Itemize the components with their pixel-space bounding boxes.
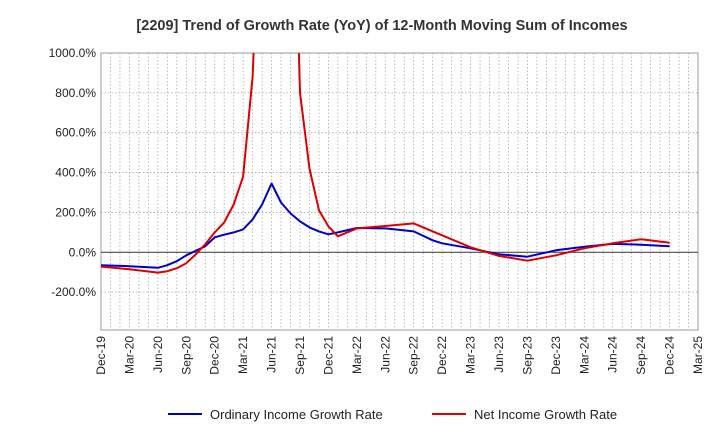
x-tick-label: Jun-21 bbox=[265, 336, 279, 373]
y-tick-label: 600.0% bbox=[55, 126, 96, 140]
x-tick-label: Sep-24 bbox=[634, 336, 648, 375]
y-tick-label: 800.0% bbox=[55, 86, 96, 100]
x-tick-label: Jun-23 bbox=[492, 336, 506, 373]
x-tick-label: Mar-21 bbox=[236, 336, 250, 374]
x-axis-ticks: Dec-19 Mar-20 Jun-20 Sep-20 Dec-20 Mar-21 Jun-… bbox=[94, 336, 705, 375]
x-tick-label: Sep-23 bbox=[520, 336, 534, 375]
series-layer bbox=[101, 53, 670, 274]
y-tick-label: 0.0% bbox=[69, 245, 97, 259]
x-tick-label: Jun-24 bbox=[606, 336, 620, 373]
chart-title: [2209] Trend of Growth Rate (YoY) of 12-… bbox=[136, 18, 627, 34]
x-tick-label: Jun-22 bbox=[378, 336, 392, 373]
y-tick-label: 400.0% bbox=[55, 166, 96, 180]
series-line-ordinary-income bbox=[101, 182, 670, 269]
x-tick-label: Dec-19 bbox=[94, 336, 108, 375]
y-tick-label: 1000.0% bbox=[49, 46, 97, 60]
x-tick-label: Dec-24 bbox=[663, 336, 677, 375]
x-tick-label: Dec-22 bbox=[435, 336, 449, 375]
x-tick-label: Dec-23 bbox=[549, 336, 563, 375]
plot-area-frame bbox=[100, 52, 699, 331]
x-tick-label: Mar-25 bbox=[691, 336, 705, 374]
series-line-net-income bbox=[101, 53, 670, 274]
y-tick-label: 200.0% bbox=[55, 205, 96, 219]
x-tick-label: Sep-21 bbox=[293, 336, 307, 375]
grid-layer bbox=[101, 53, 698, 330]
y-axis-ticks: 1000.0% 800.0% 600.0% 400.0% 200.0% 0.0% -200.… bbox=[49, 46, 97, 299]
x-tick-label: Mar-22 bbox=[350, 336, 364, 374]
x-tick-label: Sep-22 bbox=[407, 336, 421, 375]
x-tick-label: Mar-20 bbox=[122, 336, 136, 374]
y-tick-label: -200.0% bbox=[51, 285, 96, 299]
legend: Ordinary Income Growth Rate Net Income Gr… bbox=[168, 407, 617, 422]
legend-label: Ordinary Income Growth Rate bbox=[210, 407, 383, 422]
x-tick-label: Sep-20 bbox=[179, 336, 193, 375]
x-tick-label: Dec-21 bbox=[321, 336, 335, 375]
x-tick-label: Mar-24 bbox=[577, 336, 591, 374]
legend-label: Net Income Growth Rate bbox=[474, 407, 617, 422]
x-tick-label: Dec-20 bbox=[208, 336, 222, 375]
x-tick-label: Jun-20 bbox=[151, 336, 165, 373]
x-tick-label: Mar-23 bbox=[464, 336, 478, 374]
